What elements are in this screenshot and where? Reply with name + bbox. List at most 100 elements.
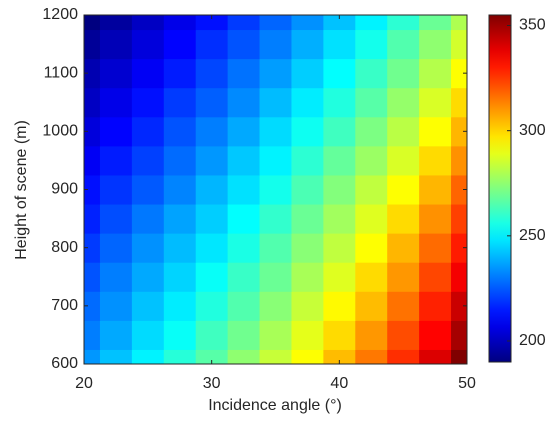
heatmap-cell: [84, 204, 101, 234]
heatmap-cell: [131, 116, 165, 147]
heatmap-cell: [419, 116, 452, 147]
heatmap-cell: [84, 29, 101, 60]
heatmap-cell: [259, 87, 292, 118]
heatmap-cell: [84, 349, 101, 365]
heatmap-cell: [163, 116, 197, 147]
x-tick-label: 50: [458, 375, 476, 392]
x-tick-label: 20: [75, 375, 93, 392]
heatmap-cell: [419, 15, 452, 31]
heatmap-cell: [131, 349, 165, 365]
heatmap-cell: [387, 58, 420, 89]
heatmap-cell: [195, 87, 229, 118]
heatmap-cell: [291, 174, 324, 205]
heatmap-cell: [163, 233, 197, 263]
heatmap-cell: [131, 320, 165, 350]
heatmap-cell: [131, 58, 165, 89]
heatmap-cell: [259, 320, 292, 350]
heatmap-cell: [227, 174, 261, 205]
heatmap-cell: [99, 262, 133, 292]
heatmap-cell: [323, 349, 356, 365]
heatmap-cell: [99, 87, 133, 118]
heatmap-cell: [291, 320, 324, 350]
heatmap-cell: [163, 29, 197, 60]
heatmap-cell: [131, 145, 165, 176]
heatmap-cell: [291, 29, 324, 60]
heatmap-cell: [99, 145, 133, 176]
heatmap-cell: [291, 349, 324, 365]
heatmap-cell: [99, 29, 133, 60]
heatmap-cell: [99, 204, 133, 234]
heatmap-cell: [355, 145, 388, 176]
heatmap-cell: [451, 262, 468, 292]
heatmap-cell: [355, 15, 388, 31]
heatmap-cell: [355, 320, 388, 350]
colorbar-tick-label: 200: [519, 332, 546, 349]
heatmap-cell: [259, 58, 292, 89]
heatmap-cell: [84, 15, 101, 31]
heatmap-cell: [323, 29, 356, 60]
heatmap-cell: [355, 116, 388, 147]
heatmap-cell: [131, 204, 165, 234]
heatmap-cell: [323, 58, 356, 89]
heatmap-cell: [387, 349, 420, 365]
heatmap-cell: [259, 233, 292, 263]
heatmap-cell: [259, 29, 292, 60]
heatmap-cell: [259, 204, 292, 234]
heatmap-cell: [99, 291, 133, 321]
heatmap-cell: [451, 174, 468, 205]
heatmap-cell: [451, 87, 468, 118]
heatmap-cell: [291, 58, 324, 89]
heatmap-cell: [131, 15, 165, 31]
heatmap-cell: [323, 320, 356, 350]
heatmap-cell: [163, 87, 197, 118]
heatmap-cell: [163, 320, 197, 350]
y-tick-label: 900: [51, 181, 78, 198]
heatmap-cell: [451, 15, 468, 31]
heatmap-cell: [84, 145, 101, 176]
heatmap-cell: [99, 58, 133, 89]
heatmap-cell: [387, 15, 420, 31]
heatmap-cell: [259, 116, 292, 147]
heatmap-cell: [227, 145, 261, 176]
heatmap-cell: [419, 204, 452, 234]
y-tick-label: 1100: [44, 64, 79, 81]
heatmap-cell: [227, 291, 261, 321]
heatmap-cell: [355, 174, 388, 205]
colorbar-tick-label: 350: [519, 17, 546, 34]
heatmap-cell: [387, 320, 420, 350]
heatmap-cell: [451, 233, 468, 263]
heatmap-cell: [227, 320, 261, 350]
colorbar-tick-label: 300: [519, 122, 546, 139]
heatmap-cell: [84, 174, 101, 205]
heatmap-cell: [355, 233, 388, 263]
heatmap-cell: [195, 291, 229, 321]
heatmap-cell: [163, 58, 197, 89]
heatmap-cell: [84, 58, 101, 89]
heatmap-cell: [163, 145, 197, 176]
heatmap-cell: [84, 320, 101, 350]
heatmap-cell: [227, 116, 261, 147]
heatmap-cell: [323, 145, 356, 176]
heatmap-cell: [323, 291, 356, 321]
heatmap-cell: [419, 320, 452, 350]
heatmap-cell: [419, 87, 452, 118]
heatmap-cell: [259, 15, 292, 31]
colorbar: [488, 14, 512, 363]
heatmap-cell: [259, 174, 292, 205]
heatmap-cell: [227, 29, 261, 60]
heatmap-cell: [291, 15, 324, 31]
heatmap-cell: [355, 204, 388, 234]
y-tick-label: 1200: [42, 6, 78, 23]
heatmap-cell: [131, 29, 165, 60]
heatmap-cell: [419, 58, 452, 89]
heatmap-cell: [163, 174, 197, 205]
heatmap-cell: [163, 291, 197, 321]
heatmap-cell: [451, 320, 468, 350]
heatmap-cell: [99, 320, 133, 350]
y-tick-label: 600: [51, 355, 78, 372]
heatmap-cell: [227, 349, 261, 365]
heatmap-cell: [227, 87, 261, 118]
heatmap-cell: [84, 233, 101, 263]
heatmap-cell: [355, 58, 388, 89]
heatmap-cell: [323, 116, 356, 147]
